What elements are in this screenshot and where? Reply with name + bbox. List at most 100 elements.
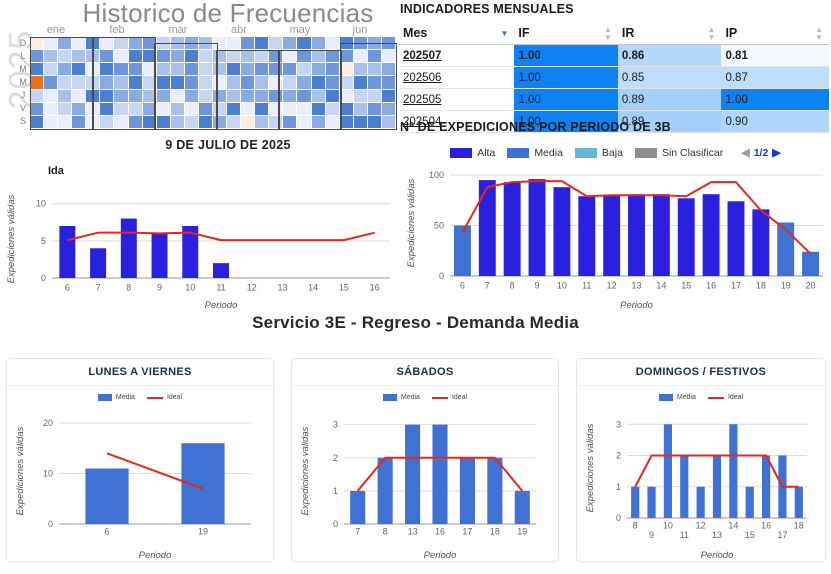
- cell-if[interactable]: 1.00: [514, 44, 618, 67]
- heatmap-cell[interactable]: [58, 37, 72, 50]
- heatmap-cell[interactable]: [269, 63, 283, 76]
- legend-item-baja[interactable]: Baja: [574, 147, 623, 159]
- heatmap-cell[interactable]: [381, 37, 395, 50]
- heatmap-cell[interactable]: [269, 76, 283, 89]
- heatmap-cell[interactable]: [198, 89, 212, 102]
- heatmap-cell[interactable]: [311, 76, 325, 89]
- heatmap-cell[interactable]: [184, 37, 198, 50]
- heatmap-cell[interactable]: [367, 102, 381, 115]
- heatmap-cell[interactable]: [30, 63, 44, 76]
- heatmap-cell[interactable]: [170, 63, 184, 76]
- heatmap-cell[interactable]: [367, 115, 381, 128]
- heatmap-cell[interactable]: [58, 115, 72, 128]
- column-header-if[interactable]: IF ▲ ▼: [514, 23, 618, 45]
- heatmap-cell[interactable]: [325, 63, 339, 76]
- heatmap-cell[interactable]: [100, 37, 114, 50]
- heatmap-cell[interactable]: [325, 37, 339, 50]
- heatmap-cell[interactable]: [72, 89, 86, 102]
- table-row[interactable]: 202507 1.00 0.86 0.81: [399, 44, 829, 67]
- sort-arrow-icon[interactable]: ▼: [500, 28, 509, 38]
- heatmap-cell[interactable]: [142, 89, 156, 102]
- heatmap-cell[interactable]: [198, 50, 212, 63]
- table-row[interactable]: 202506 1.00 0.85 0.87: [399, 66, 829, 89]
- heatmap-cell[interactable]: [269, 102, 283, 115]
- heatmap-cell[interactable]: [339, 63, 353, 76]
- heatmap-cell[interactable]: [241, 102, 255, 115]
- bar[interactable]: [120, 218, 137, 278]
- heatmap-cell[interactable]: [227, 76, 241, 89]
- chart-domingos-festivos[interactable]: 0 1 2 3 8 9 10 11 12 13 14 15 16 17 18 Periodo Expedicio…: [577, 408, 825, 560]
- heatmap-cell[interactable]: [269, 115, 283, 128]
- heatmap-cell[interactable]: [86, 63, 100, 76]
- heatmap-cell[interactable]: [297, 89, 311, 102]
- heatmap-cell[interactable]: [311, 115, 325, 128]
- heatmap-cell[interactable]: [227, 115, 241, 128]
- mes-link[interactable]: 202507: [403, 49, 442, 62]
- heatmap-cell[interactable]: [128, 115, 142, 128]
- heatmap-cell[interactable]: [198, 76, 212, 89]
- heatmap-cell[interactable]: [114, 37, 128, 50]
- heatmap-cell[interactable]: [44, 115, 58, 128]
- bar[interactable]: [727, 201, 745, 276]
- heatmap-cell[interactable]: [241, 63, 255, 76]
- heatmap-cell[interactable]: [213, 63, 227, 76]
- bar[interactable]: [377, 457, 393, 524]
- heatmap-cell[interactable]: [72, 102, 86, 115]
- bar[interactable]: [794, 486, 803, 518]
- sort-arrow-icon[interactable]: ▲ ▼: [603, 24, 612, 42]
- bar[interactable]: [677, 198, 695, 276]
- heatmap-cell[interactable]: [227, 89, 241, 102]
- heatmap-cell[interactable]: [44, 37, 58, 50]
- heatmap-cell[interactable]: [297, 115, 311, 128]
- heatmap-cell[interactable]: [142, 63, 156, 76]
- heatmap-cell[interactable]: [255, 37, 269, 50]
- heatmap-cell[interactable]: [227, 102, 241, 115]
- heatmap-cell[interactable]: [72, 115, 86, 128]
- heatmap-cell[interactable]: [269, 37, 283, 50]
- bar[interactable]: [478, 180, 496, 276]
- heatmap-cell[interactable]: [283, 50, 297, 63]
- heatmap-cell[interactable]: [198, 37, 212, 50]
- heatmap-cell[interactable]: [297, 50, 311, 63]
- heatmap-cell[interactable]: [156, 63, 170, 76]
- prev-page-icon[interactable]: ◀: [741, 146, 750, 159]
- heatmap-cell[interactable]: [30, 115, 44, 128]
- heatmap-cell[interactable]: [58, 50, 72, 63]
- heatmap-cell[interactable]: [325, 50, 339, 63]
- heatmap-cell[interactable]: [170, 102, 184, 115]
- legend-item-media[interactable]: Media: [97, 394, 135, 401]
- heatmap-cell[interactable]: [44, 89, 58, 102]
- bar[interactable]: [459, 457, 475, 524]
- heatmap-cell[interactable]: [213, 37, 227, 50]
- heatmap-cell[interactable]: [128, 37, 142, 50]
- sort-arrow-icon[interactable]: ▲ ▼: [815, 24, 823, 42]
- heatmap-cell[interactable]: [213, 115, 227, 128]
- table-row[interactable]: 202505 1.00 0.89 1.00: [399, 88, 829, 111]
- historico-heatmap[interactable]: [30, 37, 395, 128]
- legend-item-alta[interactable]: Alta: [450, 147, 495, 159]
- heatmap-cell[interactable]: [44, 63, 58, 76]
- heatmap-cell[interactable]: [297, 63, 311, 76]
- heatmap-cell[interactable]: [58, 102, 72, 115]
- heatmap-cell[interactable]: [86, 115, 100, 128]
- heatmap-cell[interactable]: [156, 89, 170, 102]
- bar[interactable]: [603, 195, 621, 276]
- heatmap-cell[interactable]: [241, 50, 255, 63]
- heatmap-cell[interactable]: [311, 37, 325, 50]
- heatmap-cell[interactable]: [114, 102, 128, 115]
- table-row[interactable]: 202504 1.00 0.89 0.90: [399, 110, 829, 133]
- heatmap-cell[interactable]: [269, 50, 283, 63]
- heatmap-cell[interactable]: [255, 102, 269, 115]
- heatmap-cell[interactable]: [255, 76, 269, 89]
- cell-ip[interactable]: 0.81: [721, 44, 829, 67]
- heatmap-cell[interactable]: [367, 50, 381, 63]
- heatmap-cell[interactable]: [339, 115, 353, 128]
- legend-item-media[interactable]: Media: [382, 394, 420, 401]
- heatmap-cell[interactable]: [114, 89, 128, 102]
- cell-ir[interactable]: 0.89: [617, 110, 722, 133]
- heatmap-cell[interactable]: [213, 102, 227, 115]
- cell-ip[interactable]: 1.00: [721, 88, 829, 111]
- heatmap-cell[interactable]: [100, 50, 114, 63]
- heatmap-cell[interactable]: [100, 115, 114, 128]
- heatmap-cell[interactable]: [30, 76, 44, 89]
